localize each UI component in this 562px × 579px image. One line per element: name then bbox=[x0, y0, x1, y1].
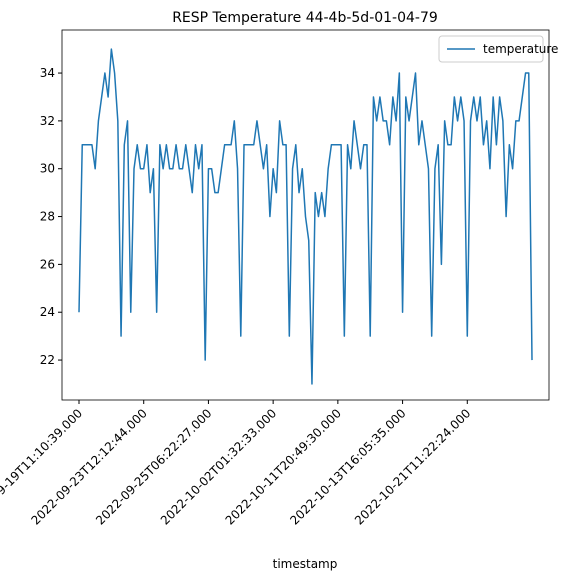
chart-title: RESP Temperature 44-4b-5d-01-04-79 bbox=[172, 10, 438, 26]
x-tick-label: 2022-10-13T16:05:35.000 bbox=[287, 406, 408, 527]
legend-box bbox=[438, 35, 544, 63]
plot-frame bbox=[61, 29, 550, 401]
y-tick-label: 28 bbox=[40, 210, 55, 224]
y-tick-label: 24 bbox=[40, 305, 55, 319]
x-tick-label: 2022-10-11T20:49:30.000 bbox=[223, 406, 344, 527]
y-tick-label: 30 bbox=[40, 162, 55, 176]
x-tick-label: 2022-09-23T12:12:44.000 bbox=[28, 406, 149, 527]
x-tick-label: 2022-10-21T11:22:24.000 bbox=[352, 406, 473, 527]
x-tick-label: 2022-10-02T01:32:33.000 bbox=[158, 406, 279, 527]
y-tick-label: 34 bbox=[40, 66, 55, 80]
y-tick-label: 22 bbox=[40, 353, 55, 367]
x-axis-label: timestamp bbox=[273, 557, 338, 571]
x-tick-label: 2022-09-25T06:22:27.000 bbox=[93, 406, 214, 527]
line bbox=[78, 48, 533, 385]
y-tick-label: 26 bbox=[40, 257, 55, 271]
y-tick-label: 32 bbox=[40, 114, 55, 128]
legend-label: temperature bbox=[483, 42, 558, 56]
